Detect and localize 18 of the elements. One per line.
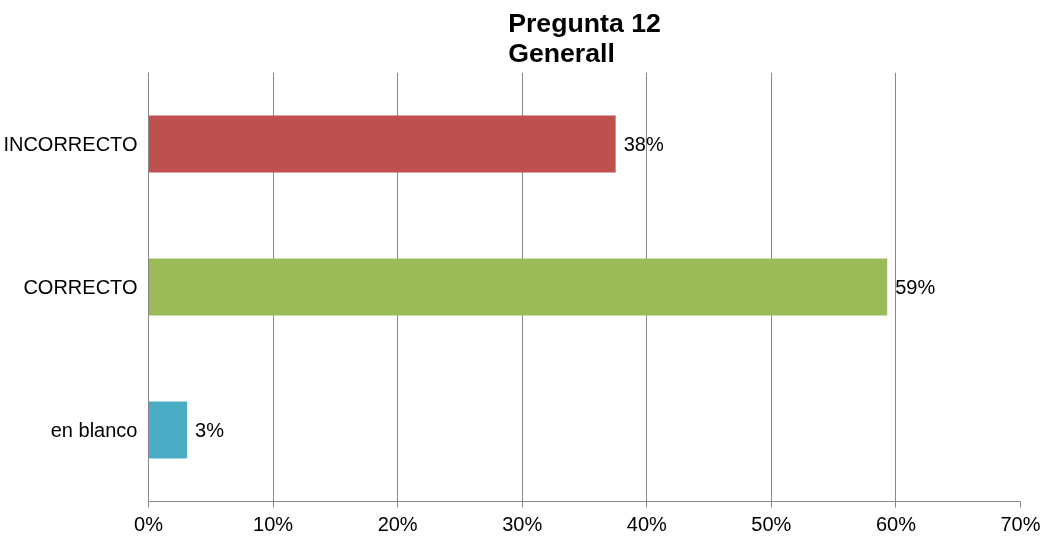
- data-label: 38%: [623, 133, 664, 155]
- x-tick-label: 70%: [1000, 512, 1041, 535]
- x-tick-label: 60%: [875, 512, 917, 535]
- data-label: 59%: [895, 276, 936, 298]
- bar: [148, 258, 888, 316]
- x-tick-label: 20%: [377, 512, 418, 535]
- x-tick-label: 10%: [253, 512, 294, 535]
- y-tick-label: CORRECTO: [23, 276, 138, 298]
- x-tick-label: 0%: [134, 512, 164, 535]
- bar: [148, 401, 188, 459]
- x-tick-label: 30%: [502, 512, 543, 535]
- x-tick-label: 50%: [751, 512, 792, 535]
- x-tick-label: 40%: [626, 512, 668, 535]
- bar: [148, 115, 616, 173]
- y-tick-label: INCORRECTO: [3, 133, 138, 155]
- y-tick-label: en blanco: [50, 419, 138, 441]
- data-label: 3%: [195, 419, 225, 441]
- chart-title: Pregunta 12 Generall: [508, 7, 661, 68]
